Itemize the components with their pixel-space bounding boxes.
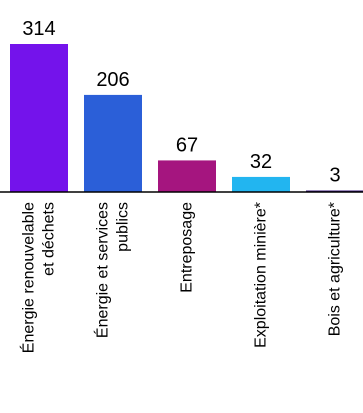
bar [84, 94, 142, 192]
bar-value-label: 3 [329, 165, 340, 187]
category-tick-label: Entreposage [179, 202, 196, 293]
bar [158, 160, 216, 192]
category-tick-label: Énergie et services [93, 202, 112, 338]
bar-value-label: 67 [176, 134, 198, 156]
category-labels-group: Énergie renouvelable et déchets Énergie et… [19, 202, 344, 353]
value-labels-group: 314 206 67 32 3 [22, 18, 340, 187]
bar-value-label: 32 [250, 151, 272, 173]
category-tick-label: et déchets [41, 202, 58, 276]
category-tick-label: publics [115, 202, 132, 252]
bar-value-label: 206 [96, 69, 129, 91]
bar [232, 176, 290, 192]
bar-value-label: 314 [22, 18, 55, 40]
category-tick-label: Énergie renouvelable [19, 202, 38, 353]
bar [10, 44, 68, 192]
bars-group [10, 44, 363, 192]
category-tick-label: Exploitation minière* [253, 202, 270, 348]
category-tick-label: Bois et agriculture* [327, 202, 344, 336]
